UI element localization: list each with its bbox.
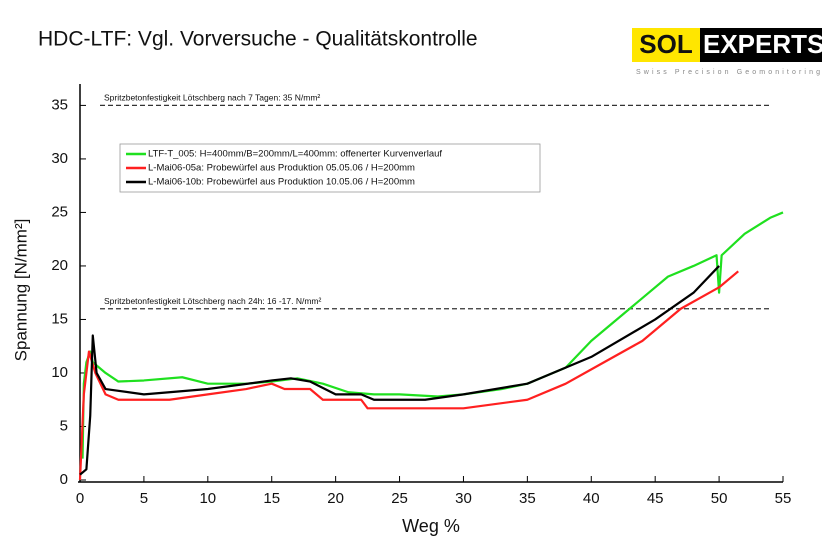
x-tick-label: 30 bbox=[455, 490, 472, 507]
y-tick-label: 30 bbox=[51, 150, 68, 167]
x-tick-label: 45 bbox=[647, 490, 664, 507]
data-line bbox=[79, 265, 720, 476]
logo-tagline: Swiss Precision Geomonitoring bbox=[636, 69, 820, 76]
chart-title: HDC-LTF: Vgl. Vorversuche - Qualitätskon… bbox=[38, 28, 478, 51]
logo-box bbox=[700, 28, 822, 62]
x-tick-label: 55 bbox=[775, 490, 792, 507]
reference-label: Spritzbetonfestigkeit Lötschberg nach 24… bbox=[104, 296, 322, 306]
x-tick-label: 25 bbox=[391, 490, 408, 507]
y-tick-label: 0 bbox=[60, 471, 68, 488]
data-line bbox=[81, 211, 784, 459]
legend-label: LTF-T_005: H=400mm/B=200mm/L=400mm: offe… bbox=[148, 149, 442, 160]
data-line bbox=[78, 270, 739, 481]
logo-box bbox=[632, 28, 700, 62]
legend-label: L-Mai06-10b: Probewürfel aus Produktion … bbox=[148, 177, 415, 188]
logo-text: SOL bbox=[639, 29, 693, 59]
x-axis-label: Weg % bbox=[402, 516, 460, 536]
x-tick-label: 35 bbox=[519, 490, 536, 507]
legend-label: L-Mai06-05a: Probewürfel aus Produktion … bbox=[148, 163, 415, 174]
x-tick-label: 5 bbox=[140, 490, 148, 507]
y-tick-label: 15 bbox=[51, 310, 68, 327]
reference-label: Spritzbetonfestigkeit Lötschberg nach 7 … bbox=[104, 93, 320, 103]
legend-box bbox=[119, 143, 541, 193]
x-tick-label: 20 bbox=[327, 490, 344, 507]
logo-text: EXPERTS bbox=[703, 29, 822, 59]
x-tick-label: 0 bbox=[76, 490, 84, 507]
y-tick-label: 5 bbox=[60, 417, 68, 434]
y-tick-label: 25 bbox=[51, 203, 68, 220]
x-tick-label: 10 bbox=[199, 490, 216, 507]
y-tick-label: 20 bbox=[51, 257, 68, 274]
x-tick-label: 15 bbox=[263, 490, 280, 507]
y-tick-label: 35 bbox=[51, 96, 68, 113]
x-tick-label: 50 bbox=[711, 490, 728, 507]
x-tick-label: 40 bbox=[583, 490, 600, 507]
y-axis-label: Spannung [N/mm²] bbox=[11, 219, 30, 362]
y-tick-label: 10 bbox=[51, 364, 68, 381]
